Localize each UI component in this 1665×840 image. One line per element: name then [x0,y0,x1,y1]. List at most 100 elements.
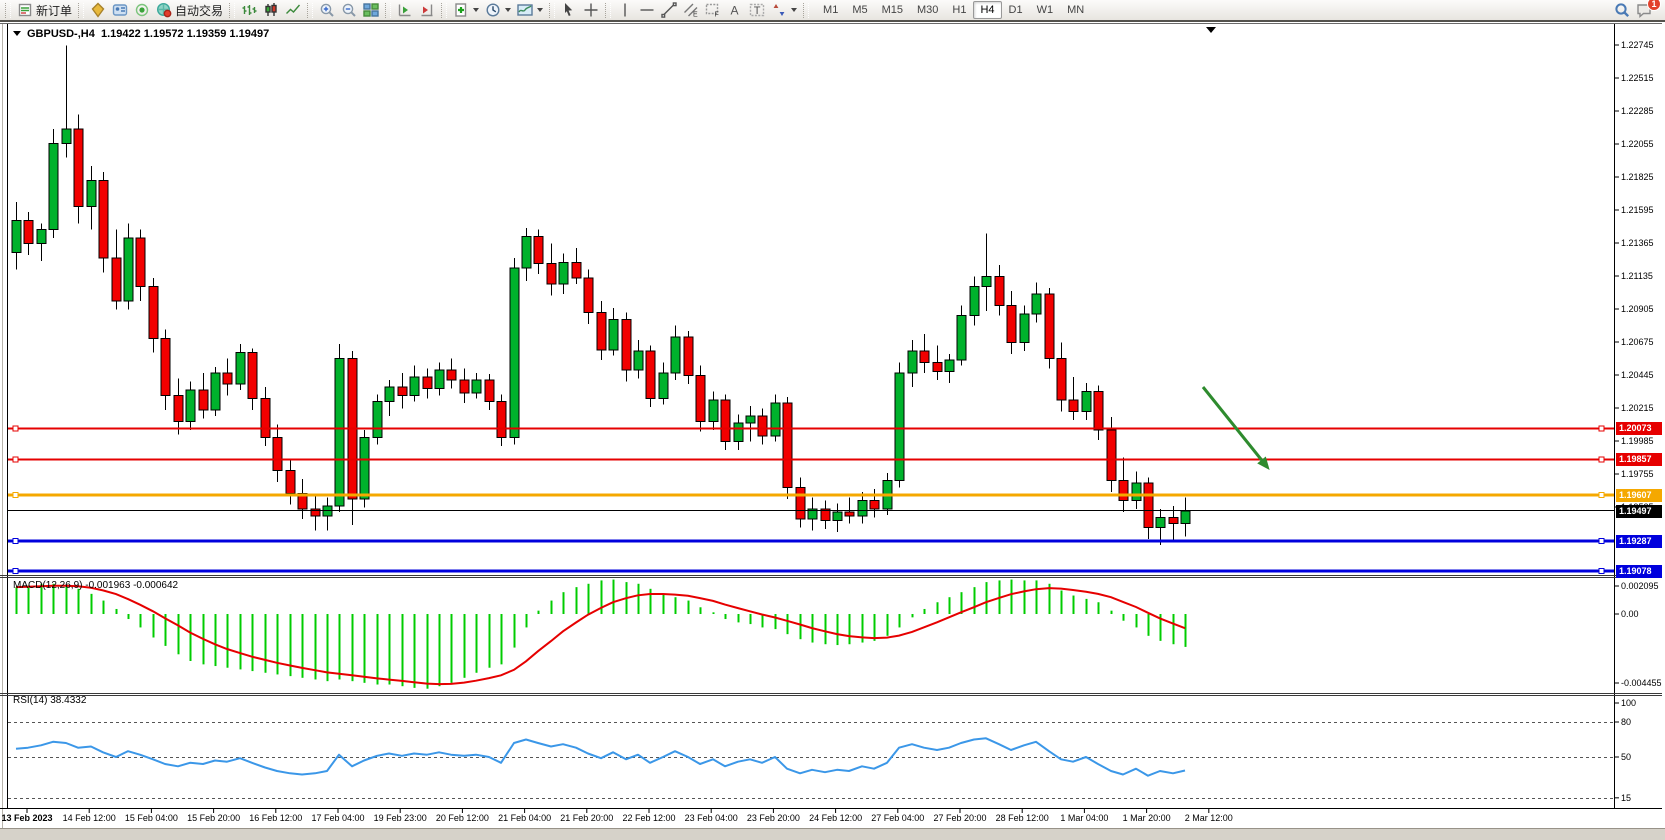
svg-text:E: E [693,12,698,19]
price-level-tag: 1.19287 [1616,534,1662,548]
time-axis-label: 21 Feb 04:00 [498,813,552,823]
svg-text:T: T [754,5,761,17]
timeframe-button-w1[interactable]: W1 [1030,1,1061,19]
toolbar-grip[interactable] [5,2,11,18]
periods-button[interactable] [482,0,514,20]
text-tool-button[interactable]: A [724,0,746,20]
line-chart-button[interactable] [282,0,304,20]
timeframe-button-m1[interactable]: M1 [816,1,845,19]
symbol-menu-icon[interactable] [13,31,21,36]
price-axis-tick: 1.19755 [1621,469,1654,479]
horizontal-line-object[interactable] [8,425,1614,432]
cursor-button[interactable] [558,0,580,20]
timeframe-toolbar: M1 M5 M15 M30 H1 H4 D1 W1 MN [816,1,1091,19]
signals-button[interactable] [131,0,153,20]
fibo-grid-button[interactable]: F [702,0,724,20]
quotes-icon [90,2,106,18]
timeframe-button-d1[interactable]: D1 [1002,1,1030,19]
chart-shift-icon [419,2,435,18]
search-icon [1614,2,1630,18]
horizontal-line-icon [639,2,655,18]
time-axis-label: 16 Feb 12:00 [249,813,303,823]
toolbar-grip[interactable] [803,2,810,18]
indicators-button[interactable] [450,0,482,20]
equidistant-channel-button[interactable]: E [680,0,702,20]
time-axis-label: 28 Feb 12:00 [995,813,1049,823]
toolbar-grip[interactable] [78,2,85,18]
macd-title: MACD(12,26,9) [13,580,83,591]
status-strip [0,828,1665,840]
toolbar-grip[interactable] [385,2,392,18]
price-axis-tick: 1.20905 [1621,304,1654,314]
trendline-button[interactable] [658,0,680,20]
time-axis-label: 23 Feb 20:00 [746,813,800,823]
price-axis-tick: 1.22515 [1621,73,1654,83]
timeframe-button-m15[interactable]: M15 [875,1,910,19]
toolbar-grip[interactable] [229,2,236,18]
time-axis-label: 17 Feb 04:00 [311,813,365,823]
auto-trading-icon [156,2,172,18]
time-axis-label: 24 Feb 12:00 [809,813,863,823]
price-axis-tick: 1.22285 [1621,106,1654,116]
crosshair-button[interactable] [580,0,602,20]
price-axis-tick: 1.22745 [1621,40,1654,50]
chart-shift-marker [1206,27,1216,33]
vertical-line-icon [617,2,633,18]
text-tool-icon: A [727,2,743,18]
auto-scroll-button[interactable] [394,0,416,20]
main-toolbar: 新订单 自动交易 E F A T M1 M5 M15 M30 H1 H4 D1 W1 MN 1 [0,0,1665,22]
arrows-tool-button[interactable] [768,0,800,20]
tile-windows-button[interactable] [360,0,382,20]
vertical-line-button[interactable] [614,0,636,20]
market-watch-button[interactable] [87,0,109,20]
search-button[interactable] [1611,0,1633,20]
timeframe-button-m30[interactable]: M30 [910,1,945,19]
time-axis-label: 13 Feb 2023 [1,813,53,823]
time-axis-label: 2 Mar 12:00 [1184,813,1233,823]
macd-values: -0.001963 -0.000642 [85,580,179,591]
toolbar-grip[interactable] [441,2,448,18]
chart-shift-button[interactable] [416,0,438,20]
auto-scroll-icon [397,2,413,18]
horizontal-line-button[interactable] [636,0,658,20]
new-order-button[interactable]: 新订单 [14,0,75,20]
horizontal-line-object[interactable] [8,456,1614,463]
horizontal-line-object[interactable] [8,568,1614,574]
macd-indicator-label: MACD(12,26,9) -0.001963 -0.000642 [13,580,178,591]
profile-icon [112,2,128,18]
bar-chart-button[interactable] [238,0,260,20]
horizontal-line-object[interactable] [8,538,1614,544]
zoom-in-button[interactable] [316,0,338,20]
price-level-tag: 1.19857 [1616,453,1662,466]
candlestick-button[interactable] [260,0,282,20]
time-axis-label: 27 Feb 20:00 [933,813,987,823]
timeframe-button-h1[interactable]: H1 [945,1,973,19]
signal-icon [134,2,150,18]
zoom-out-button[interactable] [338,0,360,20]
rsi-value: 38.4332 [50,695,87,706]
horizontal-line-object[interactable] [8,492,1614,498]
toolbar-grip[interactable] [549,2,556,18]
toolbar-grip[interactable] [605,2,612,18]
templates-button[interactable] [514,0,546,20]
price-axis-tick: 1.20445 [1621,370,1654,380]
price-axis-tick: 1.22055 [1621,139,1654,149]
timeframe-button-mn[interactable]: MN [1060,1,1091,19]
timeframe-button-m5[interactable]: M5 [845,1,874,19]
arrow-annotation[interactable] [1201,386,1270,471]
text-label-icon: T [749,2,765,18]
price-level-tag: 1.20073 [1616,422,1662,435]
fibo-grid-icon: F [705,2,721,18]
chevron-down-icon [791,8,798,12]
price-axis-tick: 1.20215 [1621,403,1654,413]
timeframe-button-h4[interactable]: H4 [973,1,1002,19]
time-axis-label: 15 Feb 04:00 [124,813,178,823]
text-label-button[interactable]: T [746,0,768,20]
accounts-button[interactable] [109,0,131,20]
time-axis-label: 20 Feb 12:00 [435,813,489,823]
auto-trading-button[interactable]: 自动交易 [153,0,226,20]
zoom-out-icon [341,2,357,18]
clock-icon [485,2,501,18]
toolbar-grip[interactable] [307,2,314,18]
